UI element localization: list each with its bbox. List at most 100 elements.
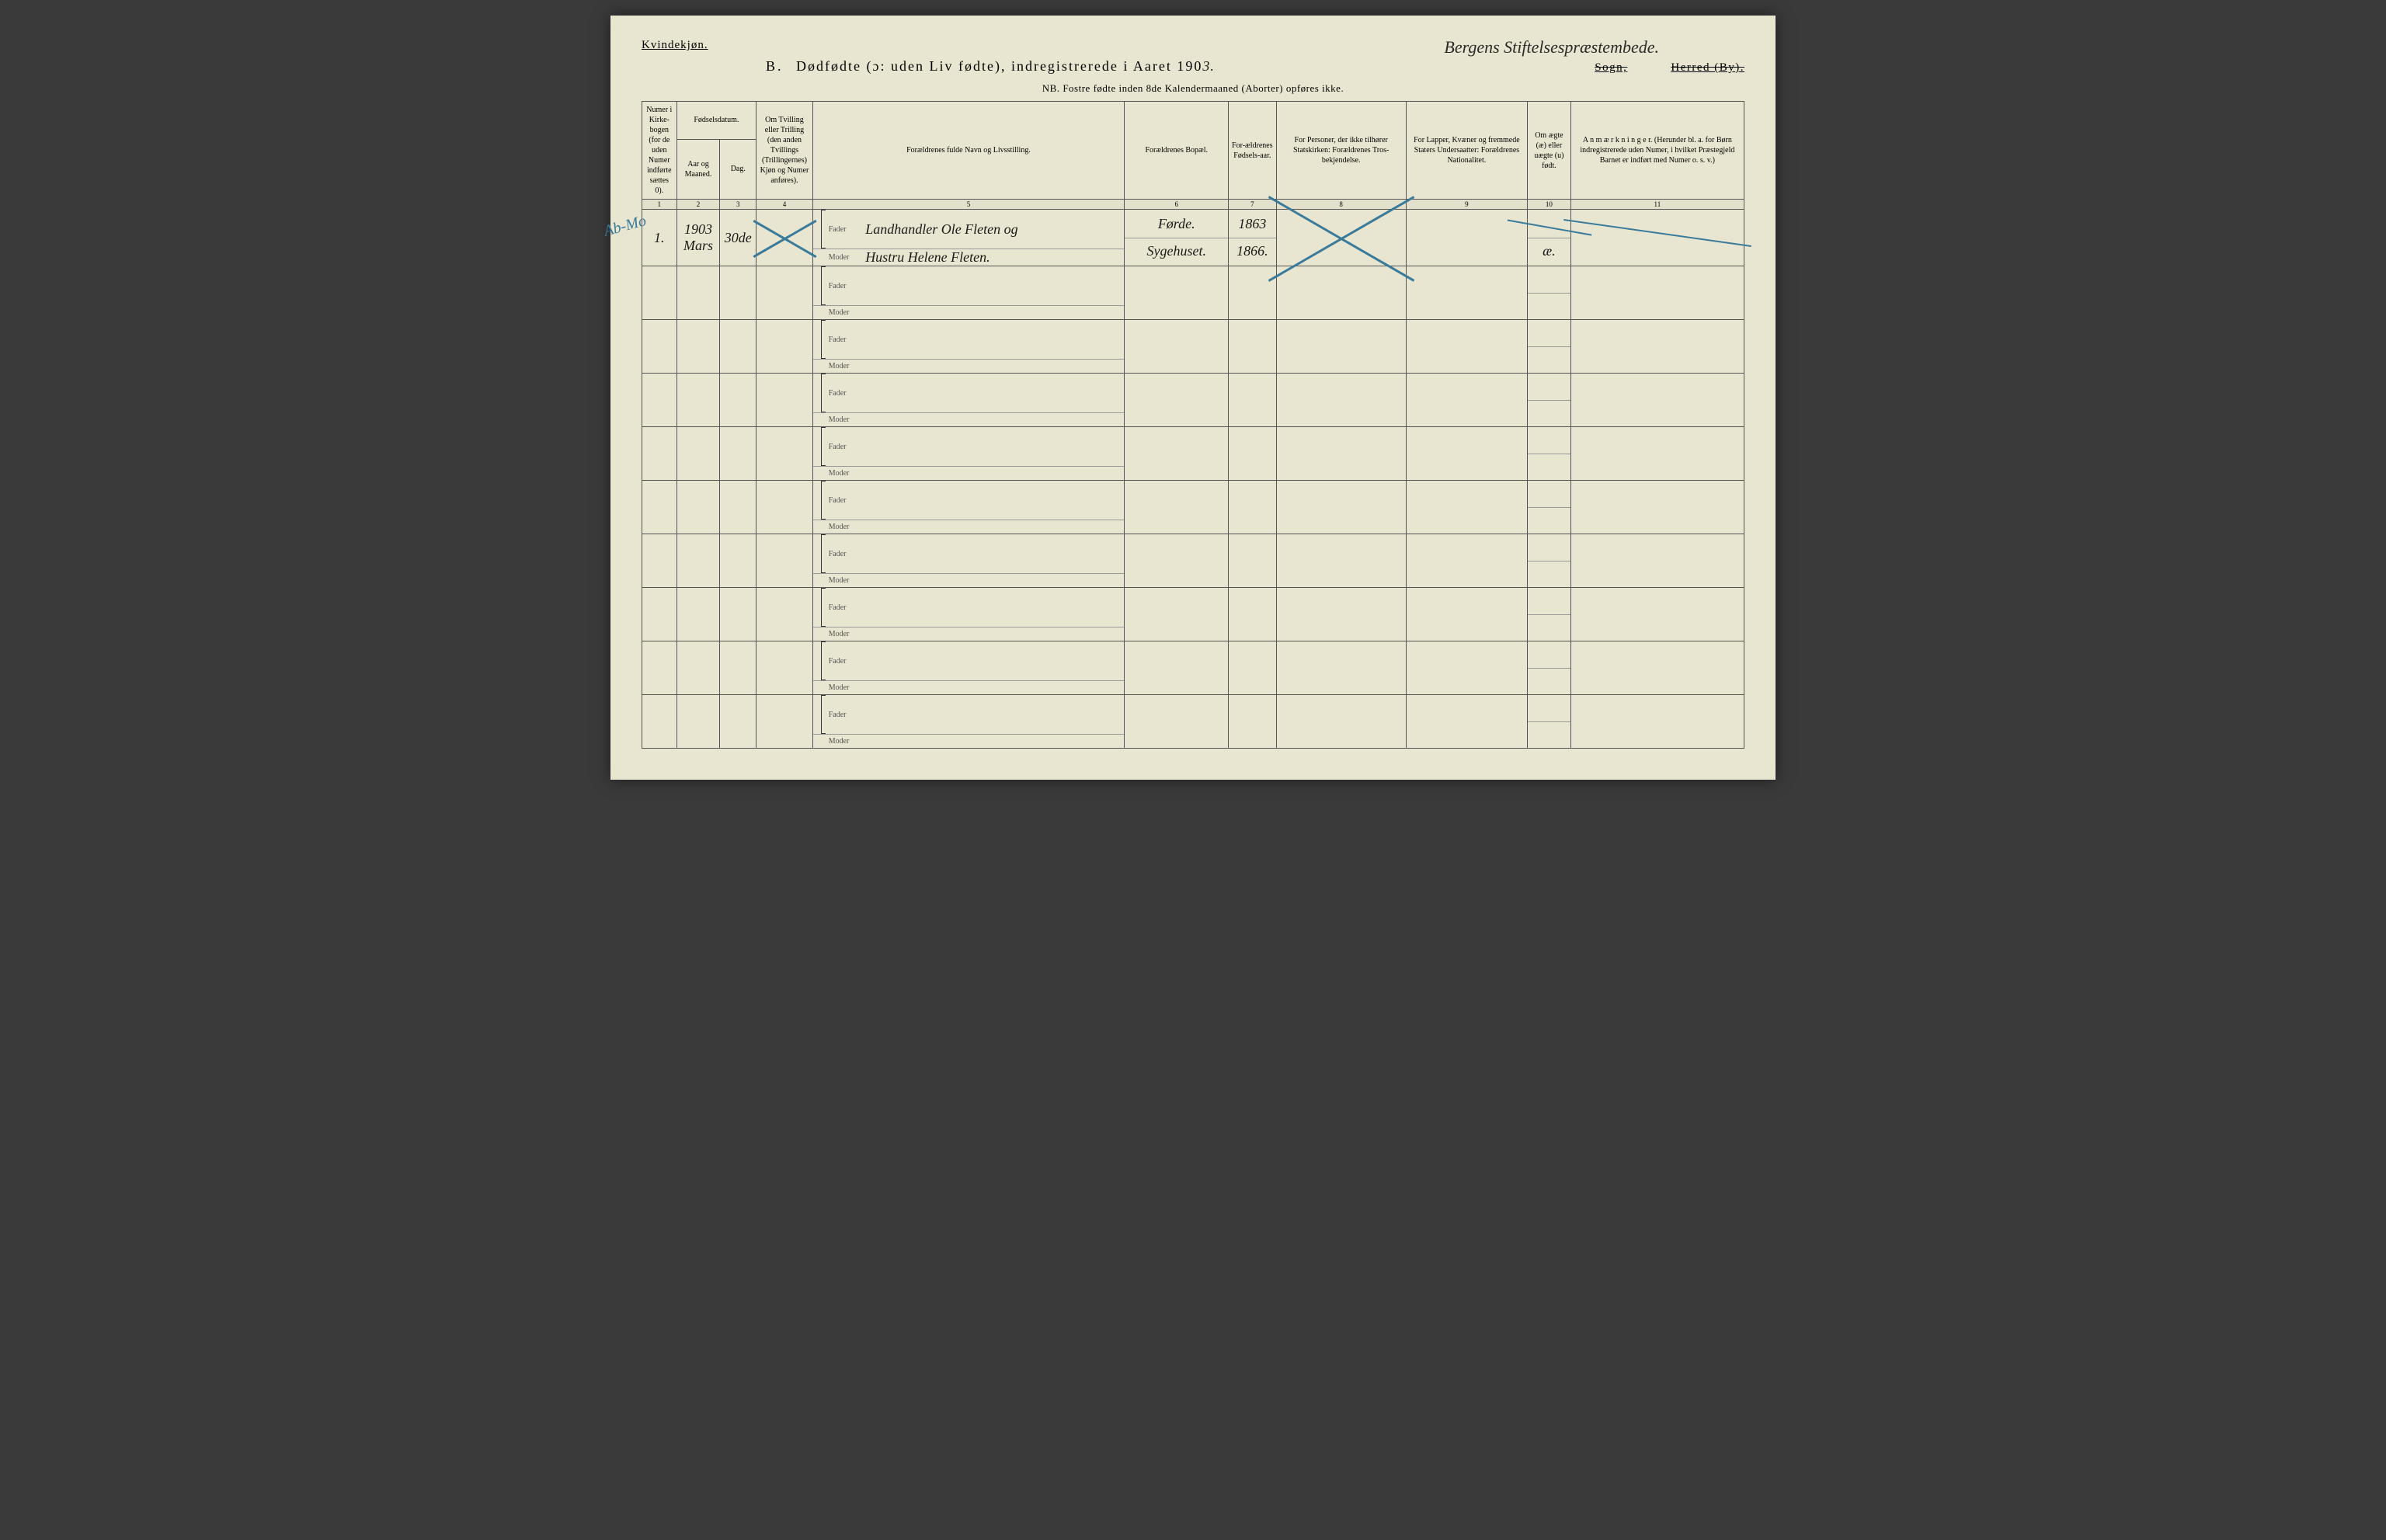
moder-label: Moder (829, 415, 861, 424)
empty-cell (676, 641, 720, 695)
empty-cell (642, 374, 677, 427)
empty-cell (1276, 695, 1406, 749)
herred-label: Herred (By). (1671, 61, 1744, 74)
empty-legit (1528, 320, 1571, 374)
cross-mark (756, 210, 812, 266)
empty-cell (642, 427, 677, 481)
year-suffix: 3. (1202, 58, 1215, 74)
title-row: B. Dødfødte (ɔ: uden Liv fødte), indregi… (642, 58, 1744, 75)
cross-mark-2 (1277, 210, 1406, 266)
empty-cell (1276, 320, 1406, 374)
col-header-3: Dag. (720, 139, 756, 199)
moder-name: Hustru Helene Fleten. (865, 249, 990, 266)
moder-label: Moder (829, 576, 861, 585)
register-page: Bergens Stiftelsespræstembede. Kvindekjø… (610, 16, 1776, 780)
bracket-icon (821, 588, 826, 627)
moder-label: Moder (829, 683, 861, 692)
col-header-4: Om Tvilling eller Trilling (den anden Tv… (756, 102, 812, 200)
empty-cell (642, 534, 677, 588)
empty-cell (1229, 588, 1276, 641)
empty-cell (1229, 534, 1276, 588)
empty-cell (1406, 481, 1527, 534)
empty-cell (756, 266, 812, 320)
empty-cell (1276, 266, 1406, 320)
bracket-icon (821, 534, 826, 573)
empty-cell (1125, 320, 1229, 374)
entry-remarks (1570, 210, 1744, 266)
bracket-icon (821, 210, 826, 249)
empty-cell (720, 534, 756, 588)
empty-cell (756, 427, 812, 481)
empty-cell (1229, 695, 1276, 749)
colnum-4: 4 (756, 200, 812, 210)
bracket-icon (821, 427, 826, 466)
colnum-3: 3 (720, 200, 756, 210)
col-header-9: For Lapper, Kvæner og fremmede Staters U… (1406, 102, 1527, 200)
empty-cell (642, 695, 677, 749)
empty-row: Fader Moder (642, 588, 1744, 641)
gender-label: Kvindekjøn. (642, 39, 708, 52)
empty-cell (676, 588, 720, 641)
colnum-1: 1 (642, 200, 677, 210)
parish-handwritten: Bergens Stiftelsespræstembede. (1444, 37, 1659, 57)
empty-cell (1406, 266, 1527, 320)
empty-cell (1125, 427, 1229, 481)
empty-cell (1570, 374, 1744, 427)
empty-cell (1125, 588, 1229, 641)
empty-cell (1406, 588, 1527, 641)
bracket-icon (821, 695, 826, 734)
col-header-5: Forældrenes fulde Navn og Livsstilling. (812, 102, 1125, 200)
colnum-11: 11 (1570, 200, 1744, 210)
empty-cell (756, 588, 812, 641)
fader-name: Landhandler Ole Fleten og (865, 221, 1017, 238)
table-header: Numer i Kirke-bogen (for de uden Numer i… (642, 102, 1744, 210)
day-value: 30de (725, 230, 752, 245)
col-header-7: For-ældrenes Fødsels-aar. (1229, 102, 1276, 200)
empty-legit (1528, 534, 1571, 588)
empty-cell (1406, 427, 1527, 481)
empty-row: Fader Moder (642, 320, 1744, 374)
empty-cell (1229, 374, 1276, 427)
empty-cell (720, 481, 756, 534)
moder-bopel: Sygehuset. (1146, 243, 1205, 259)
col-header-10: Om ægte (æ) eller uægte (u) født. (1528, 102, 1571, 200)
empty-legit (1528, 374, 1571, 427)
empty-cell (1125, 641, 1229, 695)
empty-cell (1406, 695, 1527, 749)
empty-cell (720, 427, 756, 481)
colnum-9: 9 (1406, 200, 1527, 210)
moder-year: 1866. (1236, 243, 1268, 259)
empty-cell (1276, 641, 1406, 695)
empty-cell (1406, 320, 1527, 374)
entry-seq: Ab-Mo 1. (642, 210, 677, 266)
empty-row: Fader Moder (642, 374, 1744, 427)
empty-cell (756, 695, 812, 749)
fader-year: 1863 (1238, 216, 1266, 232)
empty-cell (1570, 534, 1744, 588)
fader-bopel: Førde. (1158, 216, 1195, 232)
fader-label: Fader (829, 225, 861, 234)
empty-cell (676, 266, 720, 320)
colnum-10: 10 (1528, 200, 1571, 210)
empty-legit (1528, 588, 1571, 641)
empty-cell (1406, 534, 1527, 588)
entry-parents: Fader Landhandler Ole Fleten og Moder Hu… (812, 210, 1125, 266)
empty-cell (1276, 534, 1406, 588)
empty-cell (1276, 427, 1406, 481)
entry-day: 30de (720, 210, 756, 266)
strike-line (1563, 219, 1751, 247)
empty-parents: Fader Moder (812, 427, 1125, 481)
empty-legit (1528, 266, 1571, 320)
entry-twin (756, 210, 812, 266)
seq-number: 1. (654, 230, 665, 245)
moder-label: Moder (829, 469, 861, 478)
fader-label: Fader (829, 550, 861, 558)
empty-parents: Fader Moder (812, 534, 1125, 588)
bracket-icon (821, 481, 826, 520)
col-header-birthdate: Fødselsdatum. (676, 102, 756, 140)
empty-cell (1125, 481, 1229, 534)
empty-cell (1276, 374, 1406, 427)
empty-cell (720, 641, 756, 695)
empty-cell (642, 266, 677, 320)
empty-parents: Fader Moder (812, 481, 1125, 534)
